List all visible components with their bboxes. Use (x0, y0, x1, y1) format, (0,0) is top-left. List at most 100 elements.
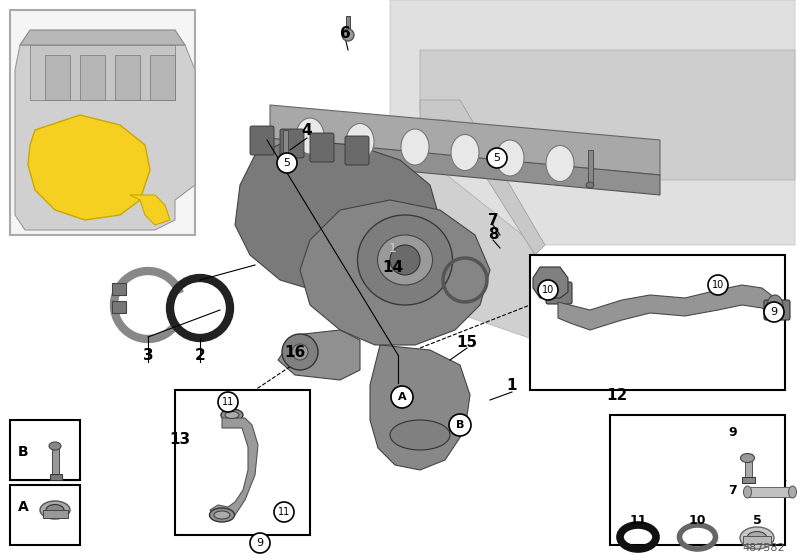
Text: 4: 4 (302, 123, 312, 138)
FancyBboxPatch shape (764, 300, 790, 320)
Text: A: A (18, 500, 29, 514)
Bar (610, 415, 785, 545)
Ellipse shape (546, 146, 574, 181)
Ellipse shape (46, 505, 64, 516)
Ellipse shape (747, 531, 767, 544)
Bar (588, 150, 593, 185)
Bar (10, 10, 195, 235)
Bar (52, 446, 59, 478)
Ellipse shape (740, 527, 774, 549)
Ellipse shape (401, 129, 429, 165)
Text: 10: 10 (689, 514, 706, 526)
Bar (346, 16, 350, 28)
Text: 5: 5 (753, 514, 762, 526)
Bar (150, 55, 175, 100)
Bar (742, 477, 754, 483)
Ellipse shape (225, 412, 239, 418)
Text: 9: 9 (728, 426, 737, 438)
Text: 12: 12 (606, 389, 628, 404)
Bar (112, 283, 126, 295)
FancyBboxPatch shape (250, 126, 274, 155)
Circle shape (764, 302, 784, 322)
Bar (175, 390, 310, 535)
Bar (112, 301, 126, 313)
Text: 13: 13 (170, 432, 190, 447)
Polygon shape (268, 138, 660, 195)
Ellipse shape (741, 454, 754, 463)
Text: 1: 1 (506, 377, 518, 393)
Polygon shape (210, 418, 258, 520)
Circle shape (342, 29, 354, 41)
Text: 5: 5 (494, 153, 501, 163)
Circle shape (708, 275, 728, 295)
Ellipse shape (378, 235, 433, 285)
Ellipse shape (49, 442, 61, 450)
Circle shape (538, 280, 558, 300)
Bar (80, 55, 105, 100)
Ellipse shape (210, 508, 234, 522)
Ellipse shape (214, 511, 230, 519)
Polygon shape (420, 50, 795, 180)
Text: 1: 1 (389, 241, 397, 254)
Circle shape (282, 334, 318, 370)
Polygon shape (420, 100, 545, 255)
Text: 8: 8 (488, 226, 498, 241)
Polygon shape (15, 45, 195, 230)
Text: A: A (398, 392, 406, 402)
FancyBboxPatch shape (310, 133, 334, 162)
Bar (45, 55, 70, 100)
Polygon shape (558, 285, 775, 330)
Polygon shape (20, 30, 185, 45)
Text: 10: 10 (712, 280, 724, 290)
Text: 9: 9 (770, 307, 778, 317)
FancyBboxPatch shape (280, 129, 304, 158)
Bar (115, 55, 140, 100)
Circle shape (487, 148, 507, 168)
Bar (747, 487, 793, 497)
Ellipse shape (346, 124, 374, 160)
Circle shape (218, 392, 238, 412)
Polygon shape (390, 130, 535, 340)
Text: 6: 6 (340, 26, 350, 40)
Ellipse shape (789, 486, 797, 498)
Polygon shape (390, 0, 795, 245)
Text: 10: 10 (542, 285, 554, 295)
Ellipse shape (40, 501, 70, 519)
Text: 9: 9 (257, 538, 263, 548)
Bar (10, 420, 80, 480)
Circle shape (250, 533, 270, 553)
Circle shape (391, 386, 413, 408)
Circle shape (274, 502, 294, 522)
FancyBboxPatch shape (345, 136, 369, 165)
Bar (530, 255, 785, 390)
Text: 14: 14 (382, 259, 403, 274)
Ellipse shape (743, 486, 751, 498)
Bar (283, 130, 288, 165)
Text: 7: 7 (488, 212, 498, 227)
Text: 11: 11 (278, 507, 290, 517)
Polygon shape (235, 140, 440, 295)
Polygon shape (270, 105, 660, 175)
Text: 3: 3 (142, 348, 154, 362)
Text: 2: 2 (194, 348, 206, 362)
Polygon shape (533, 267, 568, 298)
Ellipse shape (451, 134, 479, 170)
Ellipse shape (550, 273, 566, 297)
Ellipse shape (586, 182, 594, 188)
Bar (43, 510, 68, 518)
Ellipse shape (390, 420, 450, 450)
Circle shape (390, 245, 420, 275)
Bar (50, 474, 62, 480)
Bar (743, 536, 771, 544)
Bar (745, 454, 751, 482)
Text: 11: 11 (630, 514, 646, 526)
Ellipse shape (767, 295, 783, 317)
Text: B: B (456, 420, 464, 430)
Circle shape (449, 414, 471, 436)
Polygon shape (300, 200, 490, 345)
Bar (10, 485, 80, 545)
Ellipse shape (296, 118, 324, 154)
Text: 15: 15 (457, 334, 478, 349)
Text: 7: 7 (728, 483, 737, 497)
FancyBboxPatch shape (546, 282, 572, 304)
